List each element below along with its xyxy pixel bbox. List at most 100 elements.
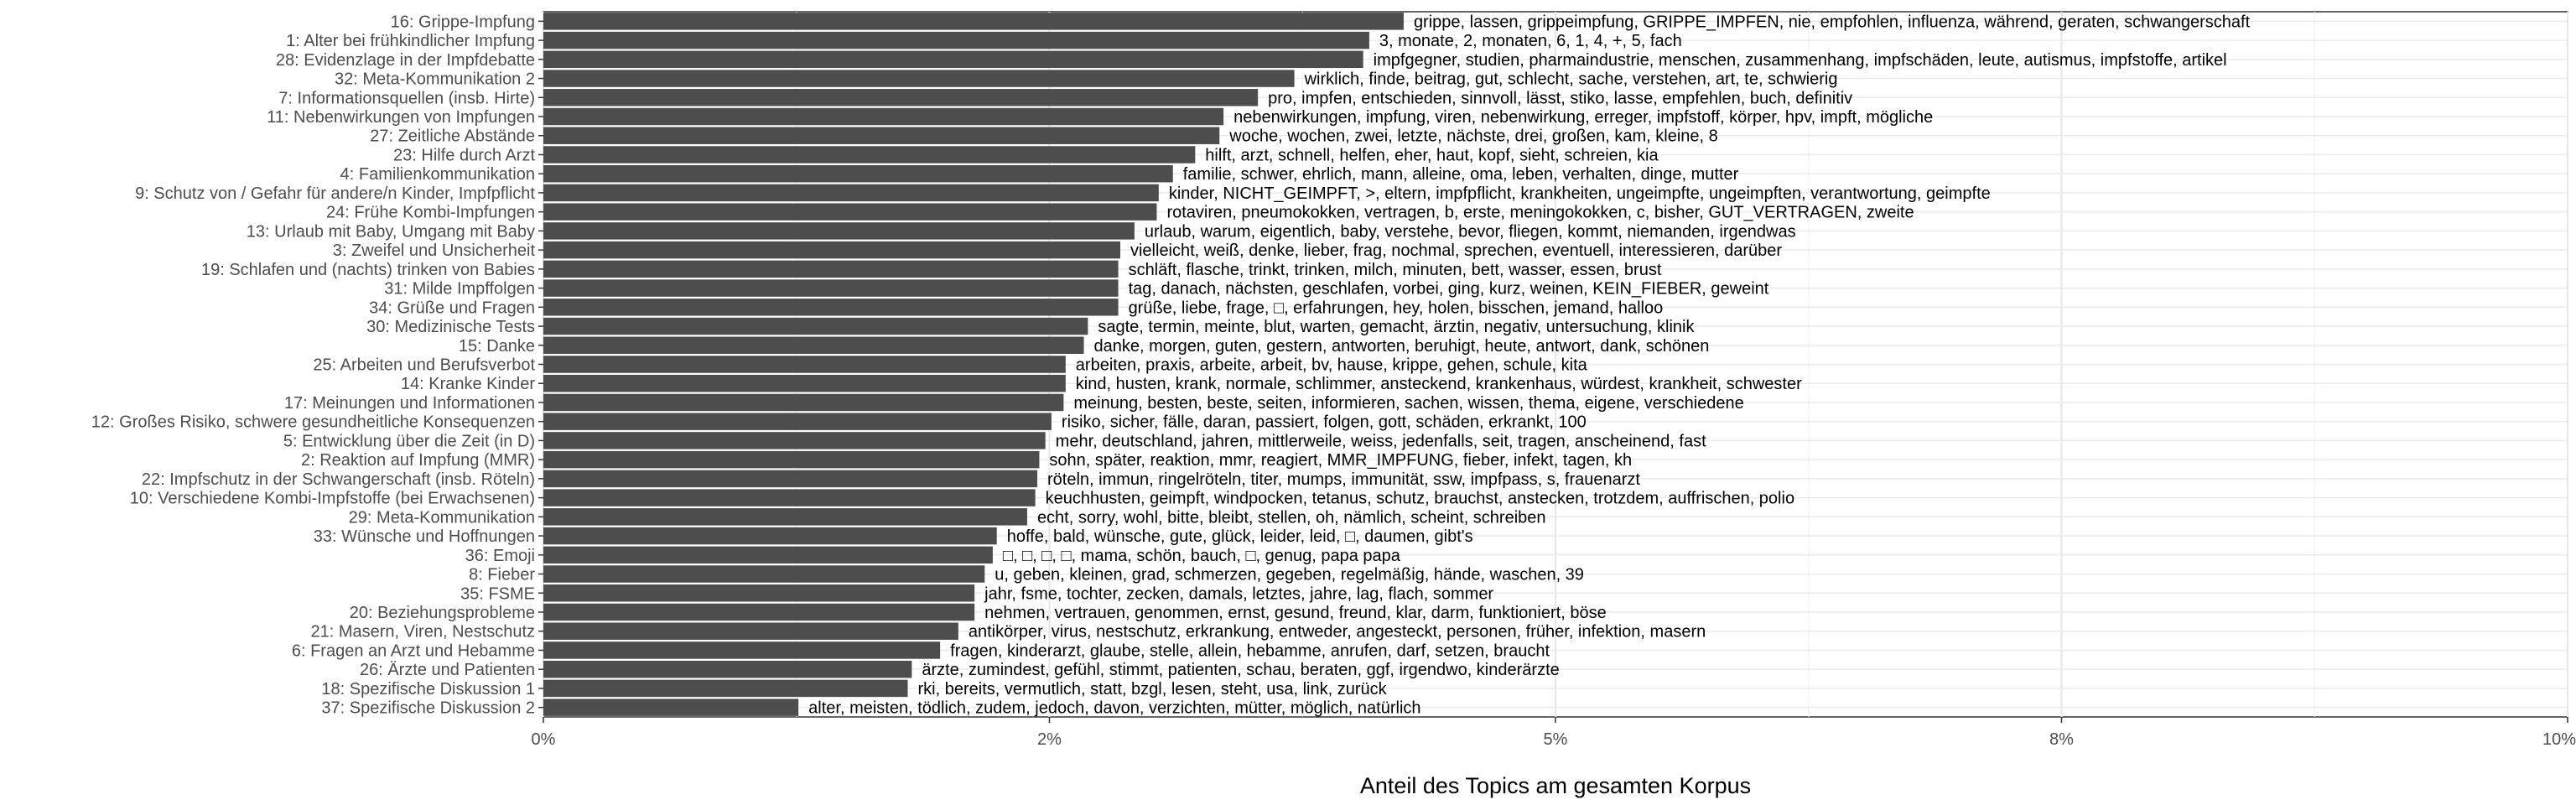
bar bbox=[543, 70, 1295, 87]
x-axis-ticks: 0% 2% 5% 8% 10% bbox=[532, 717, 2576, 749]
category-label: 37: Spezifische Diskussion 2 bbox=[321, 699, 535, 718]
bar bbox=[543, 146, 1196, 164]
bar-label: pro, impfen, entschieden, sinnvoll, läss… bbox=[1268, 89, 1852, 107]
category-label: 19: Schlafen und (nachts) trinken von Ba… bbox=[201, 261, 535, 279]
bar bbox=[543, 127, 1220, 144]
bar-label: □, □, □, □, mama, schön, bauch, □, genug… bbox=[1003, 547, 1401, 565]
bar-label: echt, sorry, wohl, bitte, bleibt, stelle… bbox=[1037, 508, 1546, 527]
bar bbox=[543, 31, 1369, 49]
bar bbox=[543, 622, 958, 640]
bar bbox=[543, 450, 1040, 469]
bar-label: 3, monate, 2, monaten, 6, 1, 4, +, 5, fa… bbox=[1379, 32, 1682, 50]
category-label: 7: Informationsquellen (insb. Hirte) bbox=[278, 89, 535, 107]
bar-label: familie, schwer, ehrlich, mann, alleine,… bbox=[1183, 165, 1739, 184]
bar bbox=[543, 356, 1066, 373]
bar-label: rki, bereits, vermutlich, statt, bzgl, l… bbox=[918, 680, 1388, 699]
bar-label: röteln, immun, ringelröteln, titer, mump… bbox=[1047, 470, 1640, 489]
category-label: 22: Impfschutz in der Schwangerschaft (i… bbox=[142, 470, 535, 489]
bar bbox=[543, 603, 975, 621]
bar-label: u, geben, kleinen, grad, schmerzen, gege… bbox=[995, 566, 1584, 584]
category-label: 34: Grüße und Fragen bbox=[369, 299, 535, 317]
x-axis-title: Anteil des Topics am gesamten Korpus bbox=[1360, 773, 1751, 798]
category-label: 17: Meinungen und Informationen bbox=[284, 394, 535, 413]
category-label: 12: Großes Risiko, schwere gesundheitlic… bbox=[91, 413, 535, 432]
bar bbox=[543, 641, 941, 659]
bar-label: woche, wochen, zwei, letzte, nächste, dr… bbox=[1228, 127, 1718, 146]
x-tick-label: 5% bbox=[1544, 730, 1568, 749]
category-label: 36: Emoji bbox=[465, 547, 535, 565]
category-label: 23: Hilfe durch Arzt bbox=[393, 146, 535, 164]
bar-label: vielleicht, weiß, denke, lieber, frag, n… bbox=[1130, 242, 1782, 260]
bar bbox=[543, 299, 1119, 316]
bar bbox=[543, 203, 1157, 221]
x-tick-label: 8% bbox=[2049, 730, 2074, 749]
bar-label: urlaub, warum, eigentlich, baby, versteh… bbox=[1145, 222, 1796, 241]
bar-label: nehmen, vertrauen, genommen, ernst, gesu… bbox=[984, 604, 1607, 622]
x-tick-label: 0% bbox=[532, 730, 556, 749]
category-label: 29: Meta-Kommunikation bbox=[349, 508, 535, 527]
category-label: 24: Frühe Kombi-Impfungen bbox=[326, 204, 535, 222]
category-label: 6: Fragen an Arzt und Hebamme bbox=[292, 641, 535, 660]
bar-label: schläft, flasche, trinkt, trinken, milch… bbox=[1129, 261, 1662, 279]
category-label: 35: FSME bbox=[460, 584, 535, 603]
bar bbox=[543, 508, 1027, 526]
category-label: 8: Fieber bbox=[469, 566, 535, 584]
bar-label: kind, husten, krank, normale, schlimmer,… bbox=[1076, 375, 1802, 393]
bar bbox=[543, 699, 799, 716]
x-tick-label: 10% bbox=[2542, 730, 2576, 749]
bar-label: tag, danach, nächsten, geschlafen, vorbe… bbox=[1129, 280, 1769, 299]
bar bbox=[543, 489, 1036, 506]
category-label: 32: Meta-Kommunikation 2 bbox=[335, 70, 535, 89]
category-label: 5: Entwicklung über die Zeit (in D) bbox=[283, 432, 535, 450]
bar bbox=[543, 184, 1159, 202]
bar-label: hilft, arzt, schnell, helfen, eher, haut… bbox=[1205, 146, 1659, 164]
bar-label: sohn, später, reaktion, mmr, reagiert, M… bbox=[1049, 451, 1632, 470]
bar-label: sagte, termin, meinte, blut, warten, gem… bbox=[1098, 318, 1695, 336]
bar-label: nebenwirkungen, impfung, viren, nebenwir… bbox=[1233, 108, 1933, 127]
bar bbox=[543, 317, 1088, 335]
bar-labels: grippe, lassen, grippeimpfung, GRIPPE_IM… bbox=[808, 13, 2250, 717]
bar bbox=[543, 13, 1404, 30]
bar-label: danke, morgen, guten, gestern, antworten… bbox=[1094, 337, 1710, 356]
bar bbox=[543, 565, 985, 583]
category-label: 18: Spezifische Diskussion 1 bbox=[321, 680, 535, 699]
bar-label: jahr, fsme, tochter, zecken, damals, let… bbox=[984, 584, 1493, 603]
bar bbox=[543, 222, 1135, 240]
category-label: 31: Milde Impffolgen bbox=[384, 280, 535, 299]
bar bbox=[543, 679, 908, 698]
bar-label: alter, meisten, tödlich, zudem, jedoch, … bbox=[808, 699, 1420, 718]
bar bbox=[543, 660, 912, 678]
bar bbox=[543, 279, 1119, 297]
category-label: 4: Familienkommunikation bbox=[340, 165, 535, 184]
category-label: 16: Grippe-Impfung bbox=[391, 13, 535, 31]
category-label: 21: Masern, Viren, Nestschutz bbox=[310, 623, 535, 641]
bar bbox=[543, 393, 1064, 412]
bar bbox=[543, 584, 975, 602]
bar-label: grüße, liebe, frage, □, erfahrungen, hey… bbox=[1129, 299, 1664, 317]
bar-label: arbeiten, praxis, arbeite, arbeit, bv, h… bbox=[1076, 356, 1588, 375]
bar bbox=[543, 260, 1119, 278]
x-tick-label: 2% bbox=[1037, 730, 1062, 749]
category-label: 9: Schutz von / Gefahr für andere/n Kind… bbox=[135, 184, 535, 203]
bar bbox=[543, 527, 997, 545]
bar-label: risiko, sicher, fälle, daran, passiert, … bbox=[1062, 413, 1587, 432]
bar-label: antikörper, virus, nestschutz, erkrankun… bbox=[969, 623, 1706, 641]
category-label: 30: Medizinische Tests bbox=[366, 318, 535, 336]
bar-label: fragen, kinderarzt, glaube, stelle, alle… bbox=[950, 641, 1550, 660]
bar bbox=[543, 164, 1173, 183]
category-label: 14: Kranke Kinder bbox=[401, 375, 535, 393]
bar-label: meinung, besten, beste, seiten, informie… bbox=[1073, 394, 1743, 413]
bar bbox=[543, 546, 993, 564]
bar bbox=[543, 375, 1066, 392]
bar-label: mehr, deutschland, jahren, mittlerweile,… bbox=[1056, 432, 1706, 450]
bar bbox=[543, 336, 1084, 354]
bar-label: kinder, NICHT_GEIMPFT, >, eltern, impfpf… bbox=[1169, 184, 1991, 203]
bar bbox=[543, 241, 1120, 259]
bar-label: rotaviren, pneumokokken, vertragen, b, e… bbox=[1166, 204, 1914, 222]
category-label: 2: Reaktion auf Impfung (MMR) bbox=[301, 451, 535, 470]
category-label: 26: Ärzte und Patienten bbox=[360, 661, 535, 679]
bar-label: keuchhusten, geimpft, windpocken, tetanu… bbox=[1046, 490, 1794, 508]
category-label: 15: Danke bbox=[459, 337, 535, 356]
